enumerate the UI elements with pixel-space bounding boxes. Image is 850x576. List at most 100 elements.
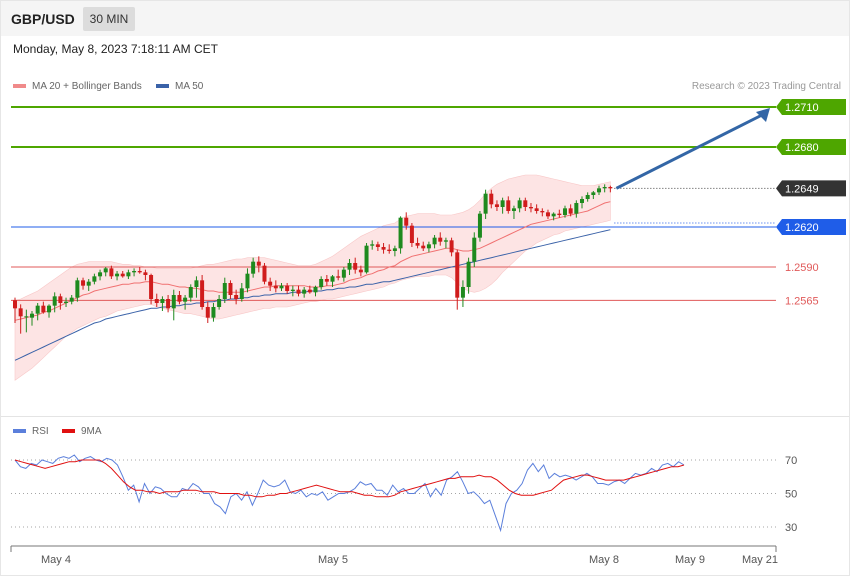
- price-tag-last: [776, 180, 846, 197]
- candle-body: [489, 193, 494, 205]
- candle-body: [574, 203, 579, 214]
- candle-body: [364, 245, 369, 273]
- price-label-1.2680: 1.2680: [785, 142, 819, 154]
- candle-body: [24, 316, 29, 318]
- ma50-label: MA 50: [175, 81, 204, 92]
- rsi-label: RSI: [32, 426, 49, 437]
- rsi-ma-swatch: [62, 429, 75, 434]
- ma50-swatch: [156, 84, 169, 89]
- candle-body: [585, 195, 590, 199]
- candle-body: [341, 269, 346, 278]
- bollinger-band: [14, 174, 611, 381]
- candle-body: [75, 280, 80, 298]
- candle-body: [86, 281, 91, 286]
- x-tick-label: May 8: [589, 554, 619, 566]
- candle-body: [477, 213, 482, 238]
- candle-body: [251, 261, 256, 274]
- candle-body: [115, 273, 120, 277]
- candle-body: [472, 237, 477, 262]
- candle-body: [404, 217, 409, 226]
- ma20-line: [14, 201, 611, 321]
- candle-body: [154, 299, 159, 303]
- candle-body: [375, 244, 380, 247]
- candle-body: [449, 240, 454, 253]
- candle-body: [324, 279, 329, 282]
- rsi-ma-label: 9MA: [81, 426, 102, 437]
- ma50-line: [14, 229, 611, 361]
- candle-body: [183, 297, 188, 302]
- candle-body: [177, 295, 182, 302]
- candle-body: [296, 289, 301, 294]
- candle-body: [18, 308, 23, 317]
- candle-body: [98, 272, 103, 277]
- candle-body: [421, 245, 426, 249]
- candle-body: [81, 280, 86, 286]
- candle-body: [494, 204, 499, 207]
- candle-body: [171, 295, 176, 309]
- candle-body: [160, 299, 165, 303]
- candle-body: [313, 287, 318, 293]
- candle-body: [534, 208, 539, 211]
- candle-body: [353, 263, 358, 270]
- candle-body: [211, 307, 216, 318]
- candle-body: [455, 252, 460, 298]
- timeframe-button[interactable]: 30 MIN: [83, 7, 135, 31]
- price-tag-pivot: [776, 219, 846, 235]
- candle-body: [415, 243, 420, 246]
- candle-body: [58, 296, 63, 303]
- candle-body: [188, 287, 193, 298]
- rsi-level-label-30: 30: [785, 522, 797, 534]
- candle-body: [523, 200, 528, 207]
- x-tick-label: May 5: [318, 554, 348, 566]
- research-credit: Research © 2023 Trading Central: [691, 81, 841, 92]
- candle-body: [336, 276, 341, 278]
- candle-body: [460, 287, 465, 298]
- candle-body: [426, 244, 431, 249]
- candle-body: [307, 289, 312, 293]
- candle-body: [392, 248, 397, 251]
- panel-separator: [1, 416, 849, 417]
- candle-body: [64, 301, 69, 303]
- candle-body: [370, 244, 375, 246]
- rsi-ma-line: [14, 459, 685, 498]
- candle-body: [234, 295, 239, 299]
- candle-body: [500, 200, 505, 207]
- candle-body: [47, 305, 52, 313]
- price-label-1.2590: 1.2590: [785, 262, 819, 274]
- candle-body: [256, 261, 261, 266]
- candle-body: [551, 213, 556, 217]
- candle-body: [540, 211, 545, 213]
- candle-body: [597, 188, 602, 193]
- candle-body: [132, 271, 137, 273]
- rsi-level-label-50: 50: [785, 489, 797, 501]
- candle-body: [432, 237, 437, 245]
- candle-body: [143, 272, 148, 275]
- candle-body: [279, 285, 284, 289]
- candle-body: [69, 297, 74, 302]
- candle-body: [568, 208, 573, 214]
- candle-body: [557, 213, 562, 215]
- candle-body: [290, 289, 295, 291]
- ma20-swatch: [13, 84, 26, 89]
- candle-body: [103, 268, 108, 273]
- candle-body: [205, 307, 210, 318]
- candle-body: [217, 299, 222, 307]
- candle-body: [398, 217, 403, 249]
- legend-rsi-ma: 9MA: [62, 426, 102, 437]
- candle-body: [580, 199, 584, 203]
- candle-body: [120, 273, 125, 277]
- candle-body: [511, 208, 516, 211]
- candle-body: [483, 193, 488, 214]
- candle-body: [166, 299, 171, 309]
- candle-body: [528, 207, 533, 209]
- candle-body: [194, 280, 199, 287]
- legend-rsi: RSI: [13, 426, 49, 437]
- price-label-1.2565: 1.2565: [785, 295, 819, 307]
- candle-body: [41, 305, 46, 313]
- candle-body: [302, 289, 307, 294]
- candle-body: [358, 269, 363, 273]
- price-label-1.2620: 1.2620: [785, 222, 819, 234]
- candle-body: [562, 208, 567, 215]
- legend-ma20: MA 20 + Bollinger Bands: [13, 81, 142, 92]
- candle-body: [228, 283, 233, 295]
